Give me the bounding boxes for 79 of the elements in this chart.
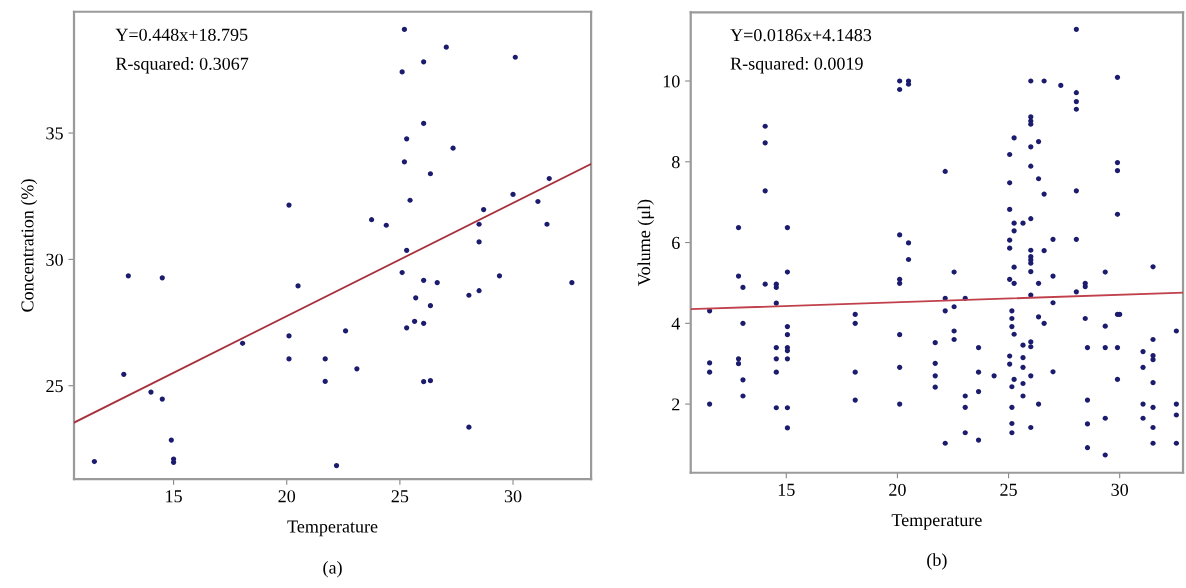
y-tick-label: 4 bbox=[671, 317, 681, 330]
point bbox=[404, 325, 410, 331]
point bbox=[383, 222, 389, 228]
point bbox=[399, 269, 405, 276]
point bbox=[476, 239, 482, 245]
y-axis-title: Volume (μl) bbox=[637, 199, 654, 286]
point bbox=[569, 280, 575, 286]
point bbox=[476, 221, 482, 227]
point bbox=[421, 59, 427, 65]
point bbox=[421, 277, 427, 283]
point bbox=[427, 171, 434, 177]
point bbox=[399, 69, 405, 75]
point bbox=[466, 424, 472, 430]
y-tick-label: 6 bbox=[672, 236, 680, 249]
y-tick-label: 2 bbox=[672, 398, 680, 411]
point bbox=[407, 197, 413, 203]
point bbox=[404, 136, 410, 142]
point bbox=[510, 191, 516, 198]
point bbox=[286, 333, 292, 339]
point bbox=[322, 378, 328, 385]
point bbox=[333, 462, 340, 469]
point bbox=[450, 145, 456, 151]
y-tick-label: 30 bbox=[46, 253, 63, 266]
point bbox=[443, 44, 449, 50]
point bbox=[121, 371, 127, 377]
point bbox=[466, 292, 472, 298]
x-tick-label: 30 bbox=[504, 490, 522, 503]
point bbox=[434, 280, 440, 286]
x-tick-label: 20 bbox=[889, 483, 906, 496]
point bbox=[168, 437, 174, 443]
y-tick-label: 10 bbox=[663, 75, 680, 88]
x-tick-label: 20 bbox=[278, 490, 296, 503]
y-tick-label: 35 bbox=[46, 127, 63, 140]
point bbox=[295, 283, 301, 289]
point bbox=[342, 328, 349, 334]
x-tick-label: 25 bbox=[1000, 483, 1017, 496]
point bbox=[148, 389, 154, 395]
point bbox=[286, 202, 292, 208]
annotation: Y=0.448x+18.795 bbox=[115, 28, 248, 41]
point bbox=[91, 458, 97, 465]
annotation: Y=0.0186x+4.1483 bbox=[730, 28, 872, 42]
annotation: R-squared: 0.3067 bbox=[115, 57, 249, 74]
point bbox=[286, 356, 292, 362]
point bbox=[413, 295, 419, 301]
point bbox=[476, 288, 482, 294]
x-tick-label: 15 bbox=[166, 490, 182, 503]
y-tick-label: 25 bbox=[46, 380, 63, 393]
point bbox=[404, 247, 410, 253]
point bbox=[421, 120, 427, 127]
x-tick-label: 30 bbox=[1111, 483, 1129, 496]
point bbox=[411, 318, 418, 324]
x-axis-title: Temperature bbox=[891, 514, 982, 530]
point bbox=[240, 340, 246, 346]
text: (a) bbox=[323, 561, 342, 578]
point bbox=[544, 221, 550, 227]
x-tick-label: 15 bbox=[778, 483, 795, 496]
y-axis-title: Concentration (%) bbox=[20, 179, 38, 312]
point bbox=[421, 379, 427, 385]
point bbox=[481, 207, 487, 213]
point bbox=[401, 26, 407, 33]
text: (b) bbox=[927, 553, 947, 570]
point bbox=[427, 303, 434, 309]
point bbox=[159, 396, 165, 402]
point bbox=[421, 320, 427, 326]
point bbox=[512, 54, 518, 60]
point bbox=[322, 356, 328, 362]
point bbox=[535, 198, 541, 205]
point bbox=[125, 273, 131, 279]
point bbox=[159, 275, 165, 281]
point bbox=[496, 273, 503, 279]
point bbox=[546, 175, 552, 182]
annotation: R-squared: 0.0019 bbox=[730, 57, 863, 74]
point bbox=[368, 217, 375, 223]
point bbox=[354, 366, 360, 372]
x-tick-label: 25 bbox=[391, 490, 409, 503]
point bbox=[401, 159, 407, 165]
x-axis-title: Temperature bbox=[287, 520, 378, 537]
y-tick-label: 8 bbox=[671, 156, 680, 169]
point bbox=[427, 378, 434, 384]
